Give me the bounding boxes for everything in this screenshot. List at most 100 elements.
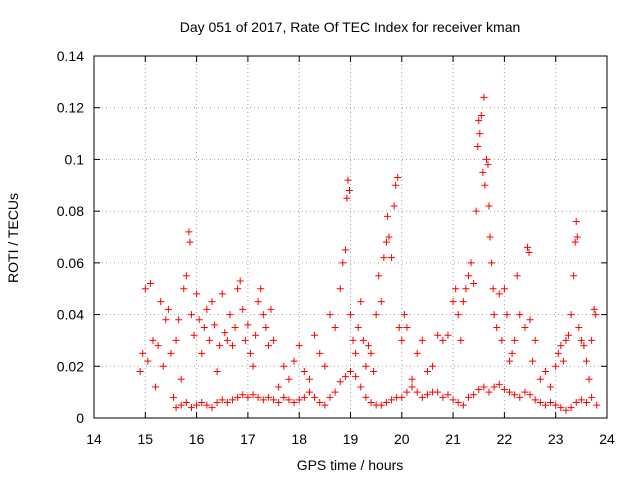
data-point [541,401,549,409]
data-point [377,401,385,409]
data-point [259,311,267,319]
data-point [398,393,406,401]
data-point [479,168,487,176]
data-point [403,324,411,331]
data-point [423,391,431,399]
data-point [290,398,298,406]
data-point [392,181,400,189]
data-point [559,357,567,365]
data-point [285,396,293,404]
data-point [485,202,493,210]
data-point [388,396,396,404]
data-point [398,336,406,344]
data-point [359,336,367,344]
data-point [203,401,211,409]
data-point [354,324,362,331]
data-point [557,404,565,412]
data-point [218,396,226,404]
data-point [239,305,247,313]
data-point [234,393,242,401]
data-point [193,290,201,298]
data-point [394,174,402,182]
data-point [444,391,452,399]
data-point [203,305,211,313]
data-point [300,393,308,401]
data-point [223,336,231,344]
data-point [362,362,370,370]
data-point [185,228,193,236]
data-point [582,357,590,365]
data-point [162,316,170,324]
y-tick-label: 0.08 [57,203,84,219]
data-point [577,396,585,404]
data-point [326,311,334,319]
data-point [234,285,242,293]
data-point [385,233,393,241]
data-point [267,305,275,313]
data-point [367,349,375,357]
data-point [529,357,537,365]
data-point [216,342,224,350]
data-point [246,349,254,357]
data-point [377,298,385,306]
data-point [152,383,160,391]
y-tick-label: 0.1 [65,151,85,167]
data-point [590,305,598,313]
data-point [182,398,190,406]
data-point [336,378,344,386]
data-point [500,386,508,394]
data-point [482,155,490,163]
data-point [352,349,360,357]
x-tick-label: 18 [291,431,307,447]
data-point [439,393,447,401]
data-point [157,298,165,306]
data-point [462,285,470,293]
data-point [547,398,555,406]
data-point [503,311,511,319]
data-point [264,342,272,350]
data-point [475,386,483,394]
data-point [486,233,494,241]
data-point [149,336,157,344]
data-point [565,331,573,339]
data-point [186,238,194,246]
data-point [295,342,303,350]
data-point [408,383,416,391]
y-tick-label: 0 [76,410,84,426]
x-axis: 14 15 16 17 18 19 20 21 22 23 24 [86,56,615,447]
data-point [467,259,475,267]
data-point [349,336,357,344]
x-tick-label: 14 [86,431,102,447]
data-point [190,331,198,339]
data-point [262,324,270,331]
data-point [326,393,334,401]
data-point [464,272,472,280]
data-point [434,388,442,396]
data-point [531,396,539,404]
data-point [144,357,152,365]
data-point [141,285,149,293]
data-point [454,311,462,319]
data-point [208,404,216,412]
y-tick-label: 0.06 [57,255,84,271]
x-tick-label: 24 [599,431,615,447]
data-point [511,336,519,344]
data-point [554,349,562,357]
data-point [275,383,283,391]
data-point [449,396,457,404]
x-axis-label: GPS time / hours [297,457,404,473]
data-point [382,238,390,246]
data-point [562,336,570,344]
data-point [198,398,206,406]
data-point [154,342,162,350]
data-point [547,383,555,391]
data-point [484,161,492,169]
data-point [582,398,590,406]
data-point [408,375,416,383]
data-point [470,391,478,399]
y-axis: 0 0.02 0.04 0.06 0.08 0.1 0.12 0.14 [57,48,607,426]
data-point [187,311,195,319]
data-point [490,383,498,391]
data-point [347,311,354,319]
x-tick-label: 23 [548,431,564,447]
